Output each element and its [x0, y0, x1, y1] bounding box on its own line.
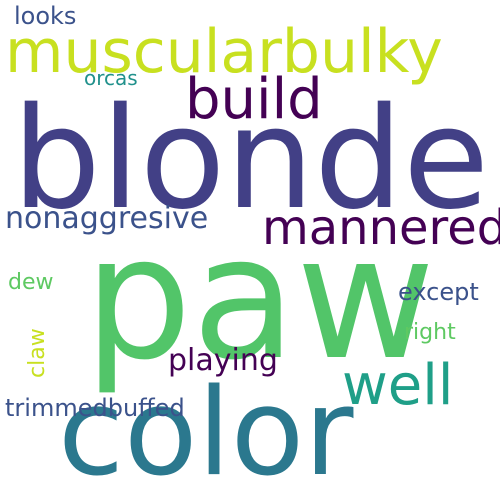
word-playing: playing	[168, 343, 278, 378]
word-looks: looks	[14, 2, 77, 30]
word-mannered: mannered	[262, 200, 500, 256]
word-claw: claw	[25, 328, 50, 378]
word-well: well	[342, 353, 454, 418]
word-trimmedbuffed: trimmedbuffed	[5, 394, 185, 422]
word-right: right	[404, 320, 456, 345]
word-muscularbulky: muscularbulky	[5, 17, 443, 87]
word-build: build	[185, 67, 323, 132]
word-paw: paw	[84, 200, 436, 398]
word-blonde: blonde	[12, 78, 490, 241]
word-nonaggresive: nonaggresive	[5, 201, 209, 236]
word-dew: dew	[8, 270, 54, 295]
word-color: color	[58, 364, 354, 500]
word-except: except	[398, 278, 479, 306]
word-orcas: orcas	[84, 66, 138, 90]
